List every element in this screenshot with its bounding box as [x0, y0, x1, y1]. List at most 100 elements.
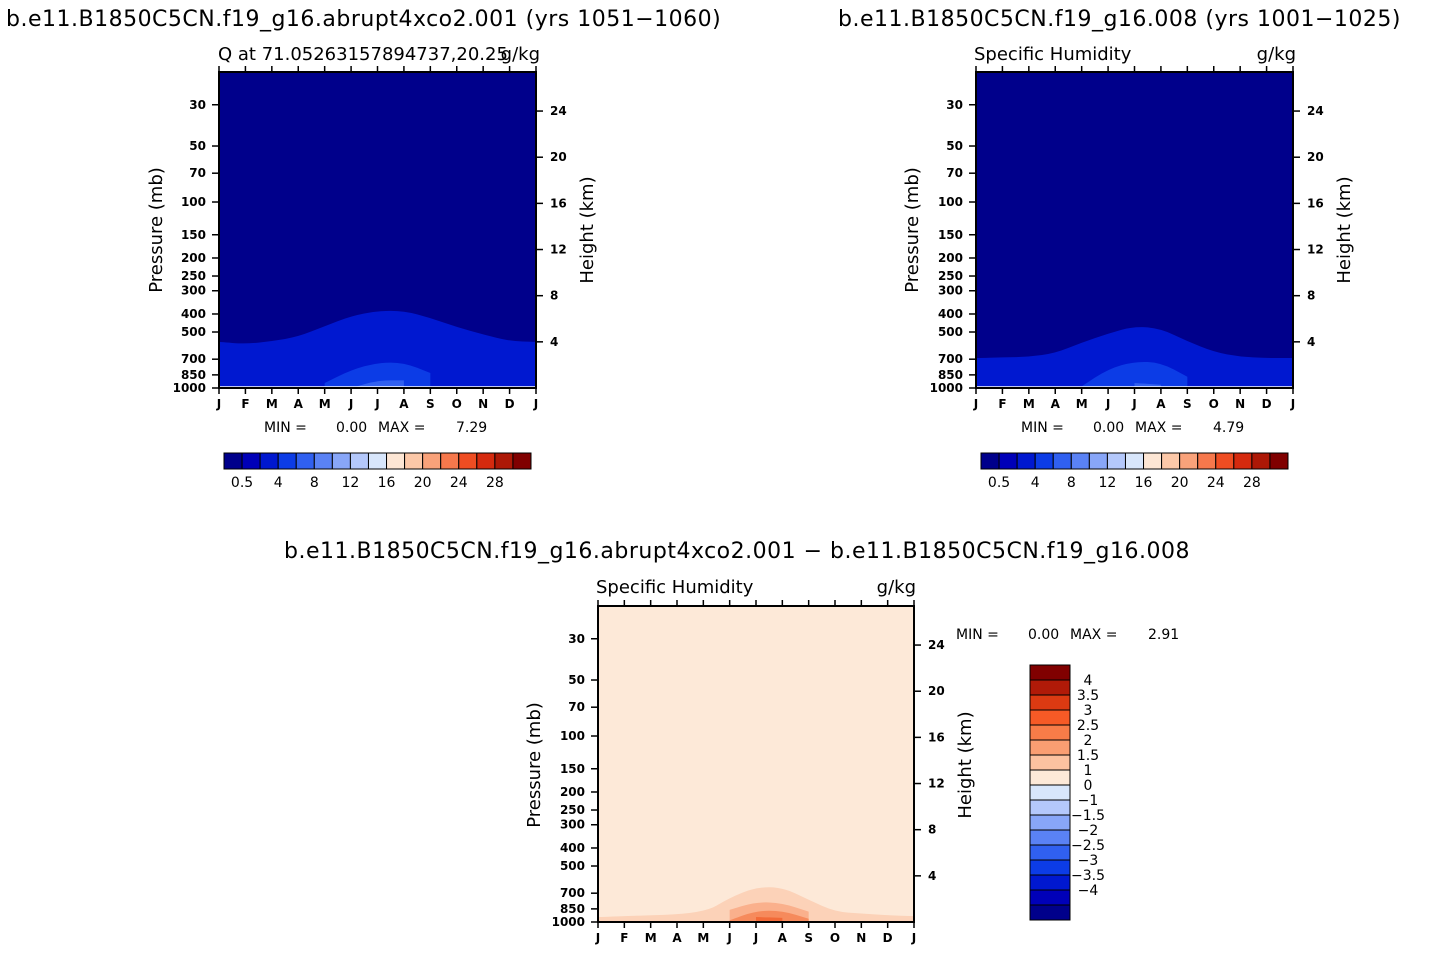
y-tick-label: 300 — [560, 818, 585, 832]
colorbar-swatch — [458, 452, 478, 470]
contour-band-2.5 — [756, 917, 783, 922]
y-tick-label: 150 — [181, 228, 206, 242]
colorbar-swatch — [1070, 452, 1090, 470]
colorbar-label: 3 — [1084, 703, 1093, 719]
colorbar-swatch — [223, 452, 243, 470]
colorbar-label: 2 — [1084, 733, 1093, 749]
y-tick-label: 500 — [938, 325, 963, 339]
colorbar-swatch — [1233, 452, 1253, 470]
y-tick-label: 500 — [560, 859, 585, 873]
colorbar-label: 0.5 — [231, 475, 253, 491]
y2-tick-label: 24 — [1307, 104, 1324, 118]
y2-tick-label: 12 — [1307, 243, 1324, 257]
stat-min-value: 0.00 — [1028, 627, 1059, 643]
x-tick-label: M — [266, 397, 278, 411]
stat-max-value: 4.79 — [1213, 420, 1244, 436]
y-tick-label: 100 — [938, 195, 963, 209]
colorbar: 0.5 4 8 12 16 20 24 28 — [980, 452, 1289, 491]
panel-control: b.e11.B1850C5CN.f19_g16.008 (yrs 1001−10… — [838, 7, 1401, 491]
colorbar-label: 16 — [1135, 475, 1153, 491]
colorbar-label: 12 — [341, 475, 359, 491]
x-tick-label: J — [1131, 397, 1136, 411]
colorbar-label: 4 — [1031, 475, 1040, 491]
y2-axis-label: Height (km) — [1334, 176, 1355, 283]
x-tick-label: J — [973, 397, 978, 411]
y-axis-label: Pressure (mb) — [146, 167, 167, 293]
x-tick-label: J — [753, 931, 758, 945]
x-tick-label: S — [804, 931, 813, 945]
x-tick-label: D — [505, 397, 515, 411]
panel-abrupt4xco2: b.e11.B1850C5CN.f19_g16.abrupt4xco2.001 … — [6, 7, 721, 491]
colorbar-label: 1 — [1084, 763, 1093, 779]
plot-title-right: g/kg — [1257, 44, 1296, 65]
y-axis-label: Pressure (mb) — [524, 702, 545, 828]
y2-tick-label: 24 — [550, 104, 567, 118]
y-tick-label: 70 — [189, 166, 206, 180]
plot-title-left: Specific Humidity — [974, 44, 1132, 65]
y-tick-label: 1000 — [173, 381, 206, 395]
y2-tick-label: 8 — [550, 289, 558, 303]
colorbar-label: 20 — [1171, 475, 1189, 491]
colorbar-label: −2.5 — [1071, 838, 1105, 854]
y-tick-label: 50 — [189, 139, 206, 153]
y-tick-label: 300 — [181, 284, 206, 298]
colorbar-swatch — [1016, 452, 1036, 470]
y-tick-label: 250 — [938, 269, 963, 283]
y-tick-label: 100 — [560, 729, 585, 743]
colorbar-swatch — [1029, 814, 1071, 831]
colorbar-swatch — [313, 452, 333, 470]
stat-max-label: MAX = — [378, 420, 425, 436]
colorbar-swatch — [1251, 452, 1271, 470]
x-tick-label: M — [1076, 397, 1088, 411]
colorbar-swatch — [494, 452, 514, 470]
colorbar-swatch — [1029, 784, 1071, 801]
colorbar-swatch — [1088, 452, 1108, 470]
colorbar-swatch — [1106, 452, 1126, 470]
panel-suptitle: b.e11.B1850C5CN.f19_g16.008 (yrs 1001−10… — [838, 7, 1401, 32]
contour-band-0.5 — [219, 310, 536, 388]
x-tick-label: J — [726, 931, 731, 945]
y2-tick-label: 20 — [928, 684, 945, 698]
y2-tick-label: 4 — [550, 335, 558, 349]
x-tick-label: F — [620, 931, 628, 945]
stat-max-value: 2.91 — [1148, 627, 1179, 643]
x-tick-label: J — [1290, 397, 1295, 411]
x-tick-label: J — [374, 397, 379, 411]
stat-min-value: 0.00 — [336, 420, 367, 436]
y-tick-label: 150 — [560, 762, 585, 776]
y-tick-label: 850 — [560, 902, 585, 916]
y2-tick-label: 20 — [550, 150, 567, 164]
colorbar-swatch — [241, 452, 261, 470]
colorbar-label: −1.5 — [1071, 808, 1105, 824]
colorbar-swatch — [1215, 452, 1235, 470]
colorbar-swatch — [367, 452, 388, 470]
colorbar-label: 28 — [486, 475, 504, 491]
stat-min-label: MIN = — [264, 420, 307, 436]
panel-suptitle: b.e11.B1850C5CN.f19_g16.abrupt4xco2.001 … — [284, 539, 1190, 564]
colorbar-swatch — [1029, 874, 1071, 891]
y-tick-label: 700 — [560, 886, 585, 900]
y2-tick-label: 12 — [550, 243, 567, 257]
x-tick-label: A — [672, 931, 682, 945]
colorbar-label: 3.5 — [1077, 688, 1099, 704]
colorbar-swatch — [998, 452, 1018, 470]
plot-title-left: Q at 71.05263157894737,20.25 — [218, 44, 508, 65]
x-tick-label: A — [399, 397, 409, 411]
stat-max-label: MAX = — [1135, 420, 1182, 436]
y-tick-label: 400 — [181, 307, 206, 321]
x-tick-label: J — [216, 397, 221, 411]
y-tick-label: 200 — [181, 251, 206, 265]
y-tick-label: 250 — [181, 269, 206, 283]
panel-difference: b.e11.B1850C5CN.f19_g16.abrupt4xco2.001 … — [284, 539, 1190, 945]
stat-min-value: 0.00 — [1093, 420, 1124, 436]
colorbar-swatch — [1029, 754, 1071, 771]
x-tick-label: J — [533, 397, 538, 411]
colorbar-swatch — [386, 452, 406, 470]
x-tick-label: N — [856, 931, 866, 945]
colorbar-swatch — [277, 452, 297, 470]
colorbar-swatch — [476, 452, 496, 470]
x-tick-label: N — [1235, 397, 1245, 411]
